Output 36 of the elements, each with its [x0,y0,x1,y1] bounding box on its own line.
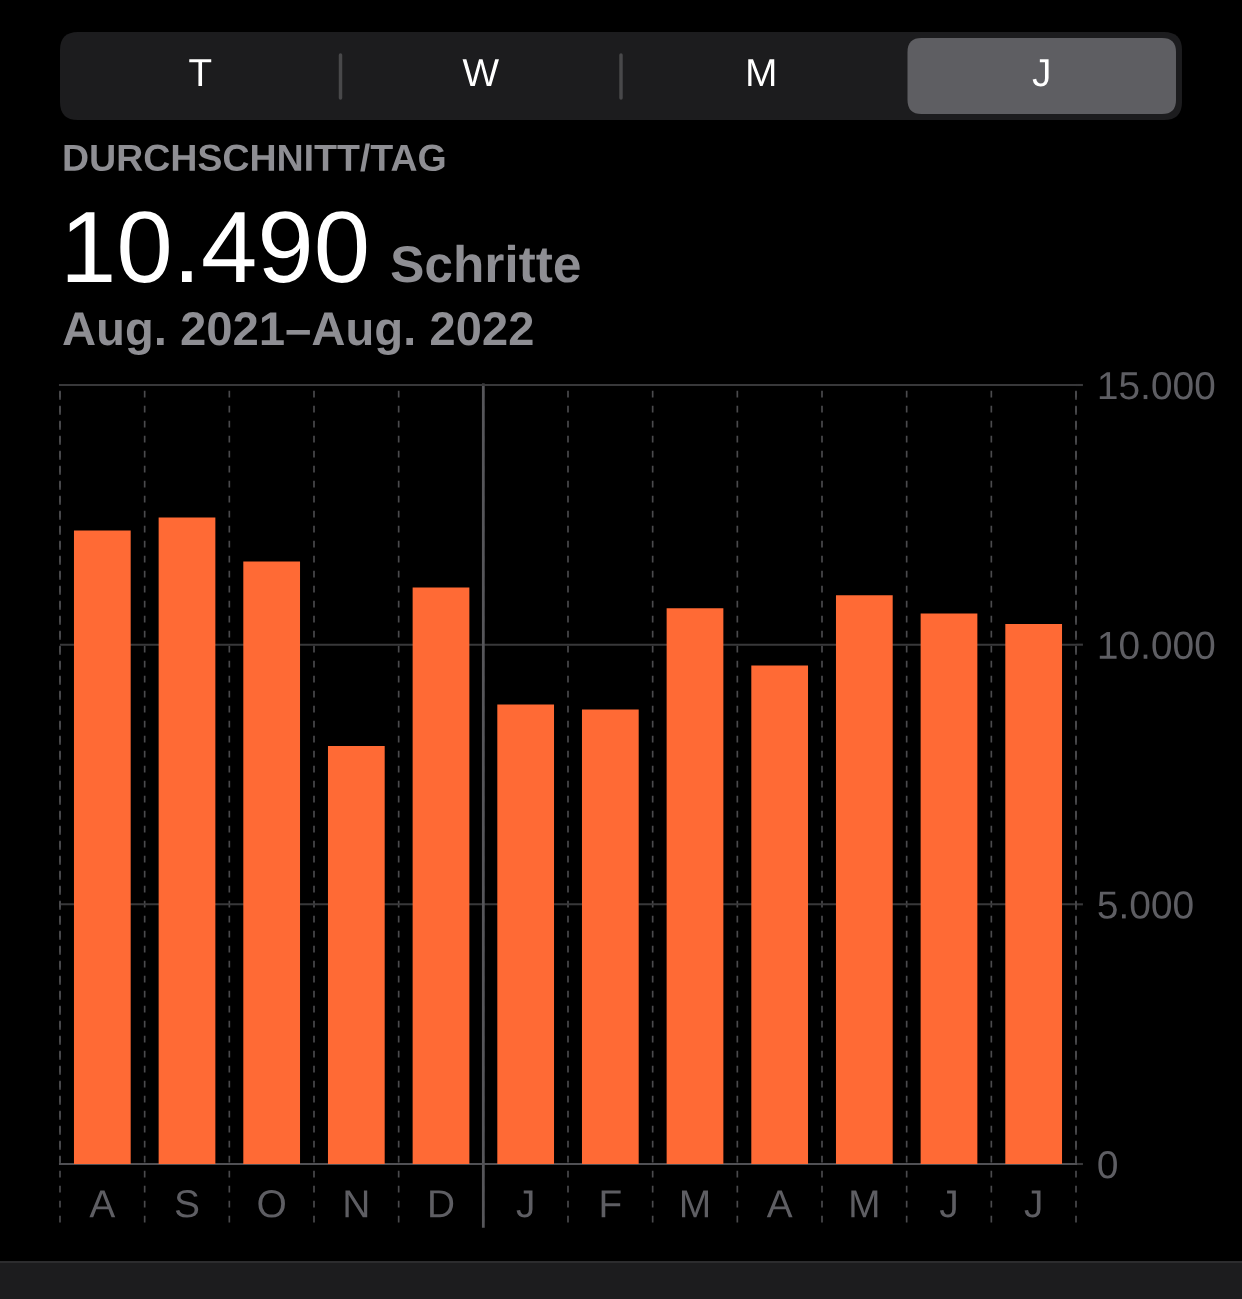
y-tick-label: 5.000 [1098,891,1193,919]
text: T [189,59,212,87]
y-tick-label: 15.000 [1099,371,1215,400]
x-tick-label: J [1024,1190,1041,1218]
x-tick-label: O [258,1190,285,1218]
bar [666,608,724,1164]
bar [73,530,131,1164]
bar [243,561,301,1164]
bar [581,709,639,1164]
x-tick-label: S [175,1190,199,1218]
x-tick-label: J [939,1190,956,1218]
bar [327,745,385,1164]
bar [920,613,978,1164]
text: Schritte [391,244,580,283]
text: 10.490 [67,211,367,283]
x-tick-label: M [851,1190,878,1218]
bar [412,587,470,1164]
y-tick-label: 10.000 [1099,631,1215,660]
chart-title: DURCHSCHNITT/TAG [64,143,445,172]
bar [1005,623,1063,1164]
x-tick-label: M [681,1190,709,1218]
text: W [462,59,499,87]
bar [751,665,809,1164]
chart-subtitle: Aug. 2021–Aug. 2022 [63,312,533,356]
text: M [748,59,775,87]
x-tick-label: F [601,1190,621,1218]
x-tick-label: A [766,1190,793,1218]
bar [158,517,216,1164]
x-tick-label: A [89,1190,116,1218]
x-tick-label: D [430,1190,454,1218]
bar [835,595,893,1164]
x-tick-label: N [345,1190,368,1218]
x-tick-label: J [516,1190,533,1218]
text: J [1032,59,1049,87]
bar [497,704,555,1164]
y-tick-label: 0 [1098,1150,1117,1179]
